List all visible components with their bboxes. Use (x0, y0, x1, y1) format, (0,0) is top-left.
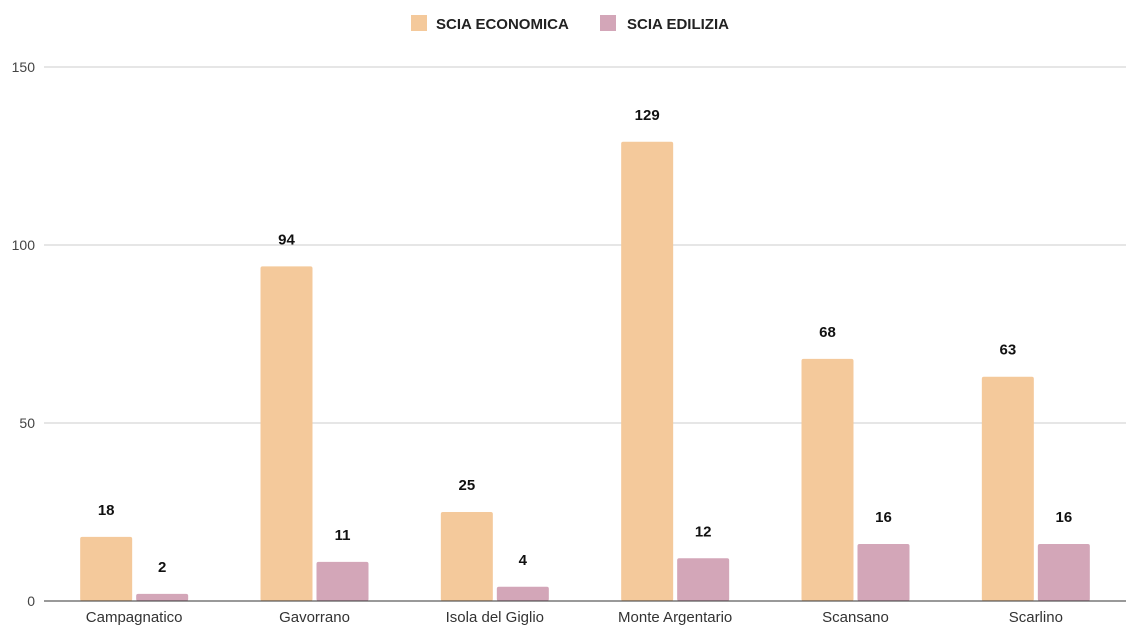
y-tick-label-100: 100 (12, 237, 36, 253)
bar-1-6 (981, 376, 1034, 601)
x-tick-label-1: Campagnatico (86, 609, 183, 625)
legend-label-2: SCIA EDILIZIA (627, 16, 729, 33)
data-label-2-5: 16 (875, 509, 892, 526)
bar-2-6 (1037, 544, 1090, 601)
x-tick-label-5: Scansano (822, 609, 889, 625)
bar-2-4 (677, 558, 730, 601)
data-label-2-6: 16 (1055, 509, 1072, 526)
data-label-1-1: 18 (98, 502, 115, 519)
legend-label-1: SCIA ECONOMICA (436, 16, 569, 33)
x-tick-label-4: Monte Argentario (618, 609, 732, 625)
y-axis: 0 50 100 150 (12, 59, 36, 609)
grid-lines (44, 66, 1126, 424)
y-tick-label-150: 150 (12, 59, 36, 75)
data-label-1-3: 25 (458, 477, 475, 494)
y-tick-label-50: 50 (19, 415, 35, 431)
data-labels: 18 2 94 11 25 4 129 12 68 16 63 16 (98, 107, 1072, 576)
bar-2-3 (496, 586, 549, 601)
legend-swatch-2 (600, 15, 616, 31)
x-tick-label-2: Gavorrano (279, 609, 350, 625)
bar-1-3 (440, 512, 493, 601)
data-label-1-6: 63 (999, 342, 1016, 359)
y-tick-label-0: 0 (27, 593, 35, 609)
bar-2-2 (316, 561, 369, 601)
bar-1-5 (801, 358, 854, 601)
x-tick-label-3: Isola del Giglio (446, 609, 544, 625)
legend: SCIA ECONOMICA SCIA EDILIZIA (411, 15, 729, 33)
bar-1-2 (260, 266, 313, 601)
bar-2-5 (857, 544, 910, 601)
x-axis: Campagnatico Gavorrano Isola del Giglio Mon… (44, 600, 1126, 626)
data-label-1-2: 94 (278, 231, 295, 248)
data-label-1-4: 129 (635, 107, 660, 124)
data-label-2-3: 4 (519, 552, 528, 569)
bar-1-4 (621, 141, 674, 601)
data-label-1-5: 68 (819, 324, 836, 341)
x-tick-label-6: Scarlino (1009, 609, 1063, 625)
data-label-2-4: 12 (695, 523, 712, 540)
bar-2-1 (136, 593, 189, 601)
data-label-2-2: 11 (335, 527, 351, 544)
bar-1-1 (80, 536, 133, 601)
bars (80, 141, 1090, 601)
legend-swatch-1 (411, 15, 427, 31)
data-label-2-1: 2 (158, 559, 166, 576)
